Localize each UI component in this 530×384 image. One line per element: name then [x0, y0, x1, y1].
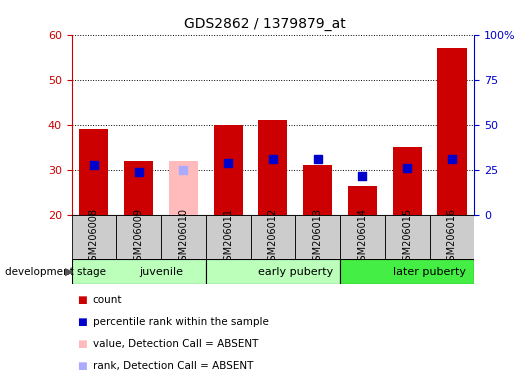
- Text: juvenile: juvenile: [139, 266, 183, 277]
- Bar: [393, 147, 422, 215]
- Text: GSM206011: GSM206011: [223, 208, 233, 266]
- Bar: [72, 215, 116, 259]
- Bar: [303, 166, 332, 215]
- Text: GSM206013: GSM206013: [313, 208, 323, 266]
- Bar: [169, 161, 198, 215]
- Point: [179, 167, 188, 173]
- Bar: [72, 259, 206, 284]
- Bar: [340, 259, 474, 284]
- Text: ■: ■: [77, 339, 86, 349]
- Bar: [80, 129, 109, 215]
- Bar: [251, 215, 295, 259]
- Bar: [340, 215, 385, 259]
- Text: GSM206009: GSM206009: [134, 208, 144, 266]
- Text: development stage: development stage: [5, 266, 107, 277]
- Text: GSM206016: GSM206016: [447, 208, 457, 266]
- Bar: [430, 215, 474, 259]
- Text: GSM206012: GSM206012: [268, 208, 278, 266]
- Point: [313, 156, 322, 162]
- Point: [448, 156, 456, 162]
- Text: early puberty: early puberty: [258, 266, 333, 277]
- Text: percentile rank within the sample: percentile rank within the sample: [93, 317, 269, 327]
- Text: value, Detection Call = ABSENT: value, Detection Call = ABSENT: [93, 339, 258, 349]
- Bar: [385, 215, 430, 259]
- Text: GSM206014: GSM206014: [357, 208, 367, 266]
- Point: [90, 162, 98, 169]
- Bar: [206, 259, 340, 284]
- Bar: [348, 186, 377, 215]
- Bar: [437, 48, 466, 215]
- Point: [224, 160, 233, 166]
- Text: GSM206008: GSM206008: [89, 208, 99, 266]
- Bar: [161, 215, 206, 259]
- Bar: [124, 161, 153, 215]
- Text: ■: ■: [77, 317, 86, 327]
- Text: GSM206010: GSM206010: [179, 208, 189, 266]
- Text: rank, Detection Call = ABSENT: rank, Detection Call = ABSENT: [93, 361, 253, 371]
- Text: later puberty: later puberty: [393, 266, 466, 277]
- Bar: [116, 215, 161, 259]
- Text: GDS2862 / 1379879_at: GDS2862 / 1379879_at: [184, 17, 346, 31]
- Bar: [259, 120, 287, 215]
- Text: ■: ■: [77, 295, 86, 305]
- Point: [269, 156, 277, 162]
- Text: GSM206015: GSM206015: [402, 208, 412, 266]
- Bar: [214, 125, 243, 215]
- Point: [403, 165, 411, 171]
- Bar: [295, 215, 340, 259]
- Point: [358, 173, 367, 179]
- Text: ▶: ▶: [65, 266, 74, 277]
- Text: count: count: [93, 295, 122, 305]
- Point: [135, 169, 143, 175]
- Bar: [206, 215, 251, 259]
- Text: ■: ■: [77, 361, 86, 371]
